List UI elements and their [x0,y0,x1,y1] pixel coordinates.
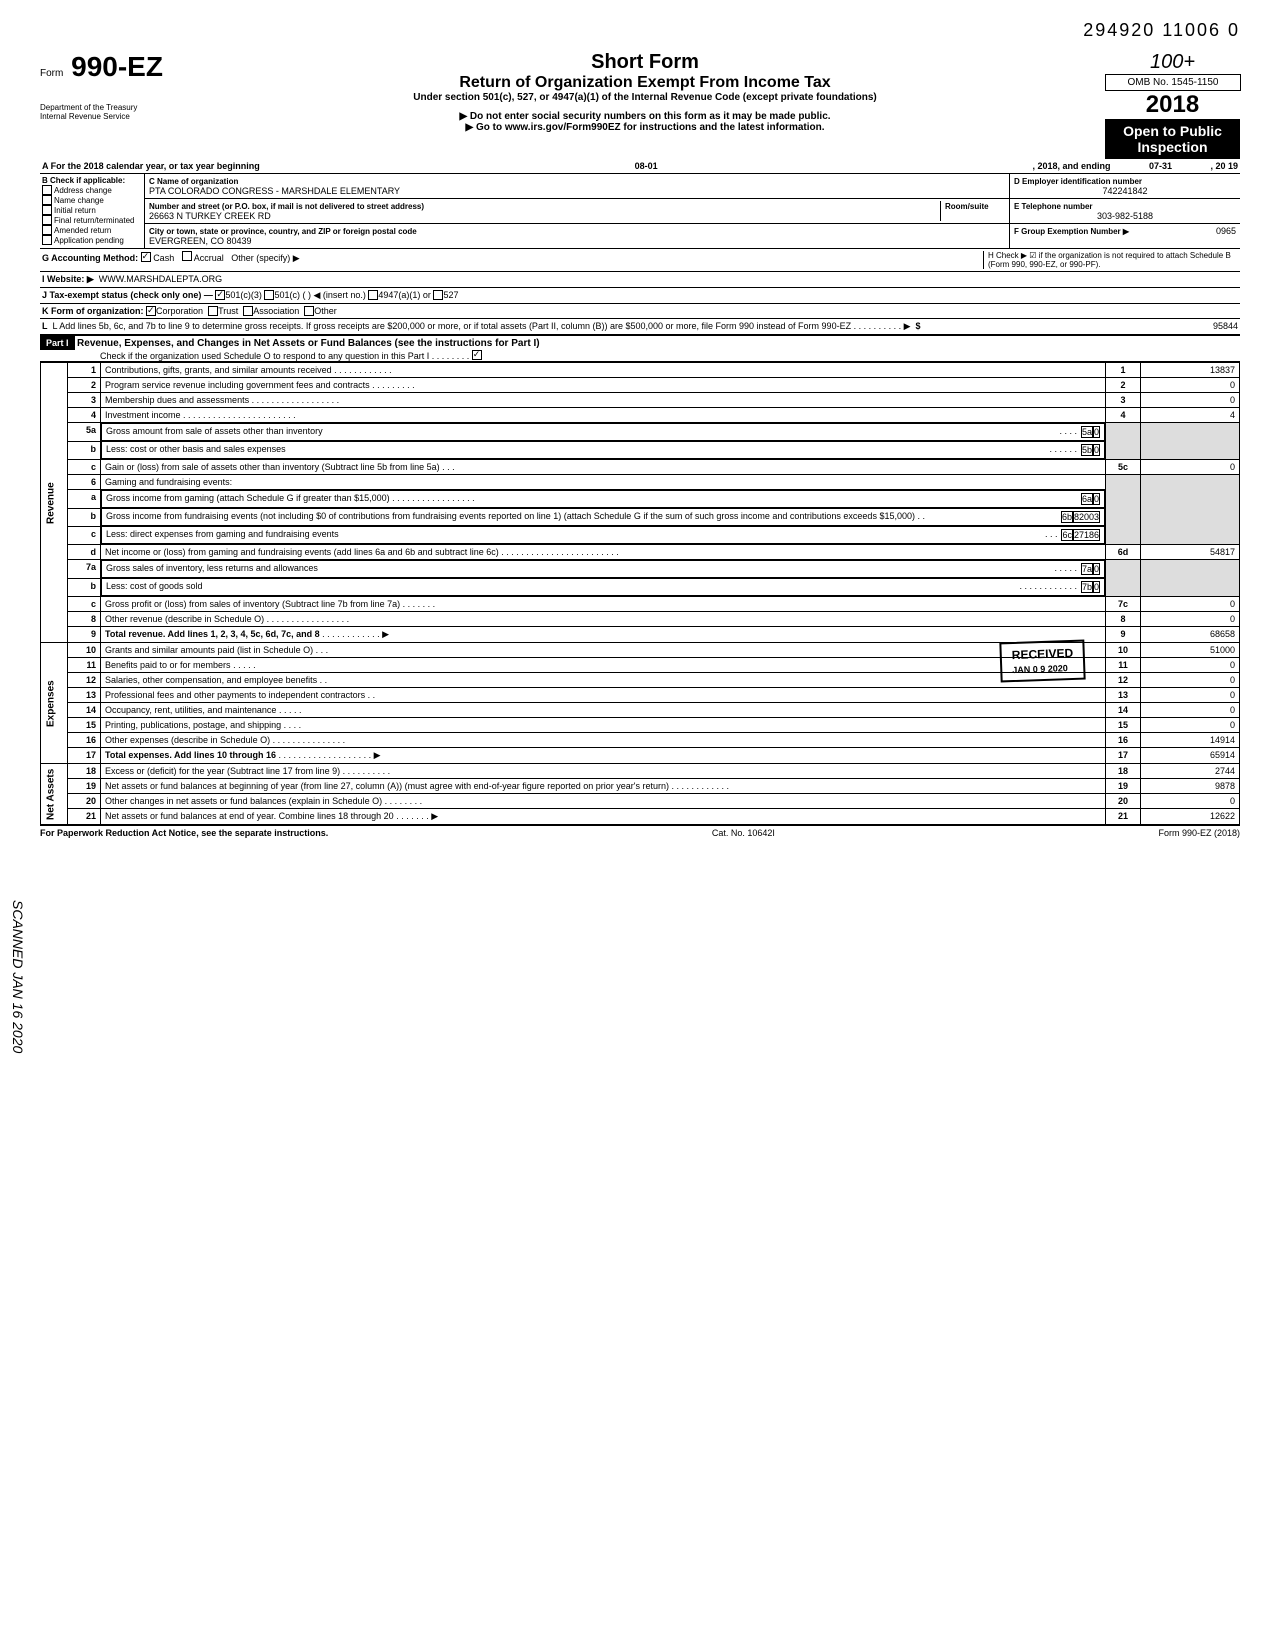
form-lines-table: Revenue 1Contributions, gifts, grants, a… [40,362,1240,825]
open-public-badge: Open to Public Inspection [1105,119,1240,159]
corporation-checkbox[interactable] [146,306,156,316]
dln-stamp: 294920 11006 0 [1083,20,1240,41]
accrual-checkbox[interactable] [182,251,192,261]
short-form-title: Short Form [185,51,1105,74]
website: WWW.MARSHDALEPTA.ORG [99,274,222,285]
netassets-side-label: Net Assets [41,764,68,825]
main-title: Return of Organization Exempt From Incom… [185,74,1105,92]
part1-title: Revenue, Expenses, and Changes in Net As… [77,338,540,349]
instruction-1: ▶ Do not enter social security numbers o… [185,111,1105,122]
footer-catno: Cat. No. 10642I [712,828,775,838]
org-address: 26663 N TURKEY CREEK RD [149,211,271,221]
footer-form: Form 990-EZ (2018) [1158,828,1240,838]
subtitle: Under section 501(c), 527, or 4947(a)(1)… [185,92,1105,103]
phone: 303-982-5188 [1014,211,1236,221]
schedule-o-checkbox[interactable] [472,350,482,360]
form-number: Form 990-EZ Department of the Treasury I… [40,51,185,121]
line-a: A For the 2018 calendar year, or tax yea… [40,159,1240,174]
ein: 742241842 [1014,186,1236,196]
part1-header: Part I [40,336,75,350]
line-l-amount: 95844 [1148,321,1238,332]
expenses-side-label: Expenses [41,643,68,764]
section-h: H Check ▶ ☑ if the organization is not r… [983,251,1238,269]
received-stamp: RECEIVEDJAN 0 9 2020 [999,640,1086,683]
cash-checkbox[interactable] [141,252,151,262]
org-name: PTA COLORADO CONGRESS - MARSHDALE ELEMEN… [149,186,400,196]
section-b: B Check if applicable: Address change Na… [40,174,145,248]
org-city: EVERGREEN, CO 80439 [149,236,252,246]
omb-number: OMB No. 1545-1150 [1105,74,1241,91]
handwritten-note: 100+ [1105,51,1240,74]
revenue-side-label: Revenue [41,363,68,643]
scanned-stamp: SCANNED JAN 16 2020 [10,900,26,1053]
footer-paperwork: For Paperwork Reduction Act Notice, see … [40,828,328,838]
group-exemption: 0965 [1216,226,1236,236]
501c3-checkbox[interactable] [215,290,225,300]
instruction-2: ▶ Go to www.irs.gov/Form990EZ for instru… [185,122,1105,133]
form-year: 20201818 [1105,91,1240,119]
